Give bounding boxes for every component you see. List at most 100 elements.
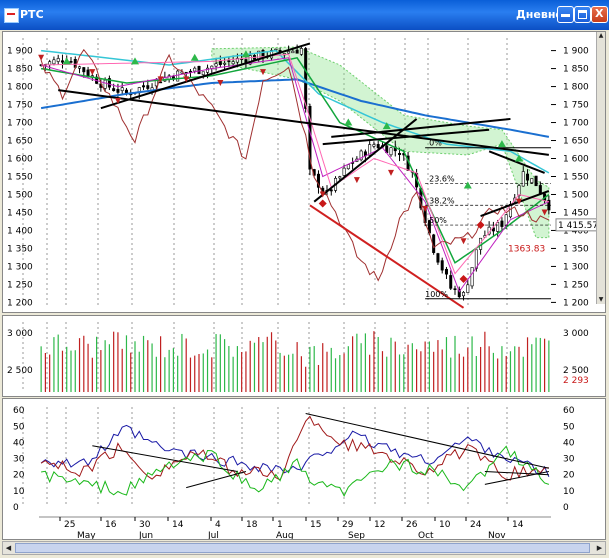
date-day-label: 26: [406, 520, 418, 530]
price-candle: [142, 85, 146, 88]
price-tick-right: 1 700: [563, 119, 589, 129]
price-chart[interactable]: 1 900 1 900 1 850 1 850 1 800 1 800 1 750 1 750…: [3, 32, 606, 313]
price-candle: [295, 49, 299, 54]
price-candle: [530, 178, 534, 183]
time-scrollbar[interactable]: ◀ ▶: [2, 541, 606, 555]
osc-trendline: [186, 471, 247, 489]
date-month-label: Oct: [418, 531, 434, 540]
date-day-label: 18: [246, 520, 258, 530]
scroll-left-icon[interactable]: ◀: [5, 544, 12, 552]
date-month-label: Nov: [488, 531, 506, 540]
price-tick-left: 1 850: [7, 65, 33, 75]
price-candle: [316, 173, 320, 188]
cyan-ma-line: [41, 49, 550, 174]
buy-signal-marker: [241, 50, 250, 58]
price-tick-left: 1 350: [7, 244, 33, 254]
resistance-trendline: [58, 89, 549, 156]
price-candle: [470, 267, 474, 287]
sell-signal-marker: [516, 198, 522, 205]
date-month-label: Jun: [138, 531, 153, 540]
osc-tick-right: 40: [563, 438, 575, 448]
scroll-up-icon[interactable]: ▲: [598, 32, 604, 39]
pivot-diamond-marker: [476, 221, 485, 230]
date-day-label: 14: [512, 520, 524, 530]
fibo-level-100-label: 100%: [425, 290, 448, 299]
date-day-label: 30: [139, 520, 151, 530]
price-tick-left: 1 400: [7, 226, 33, 236]
sell-signal-marker: [460, 238, 467, 245]
nov-resistance-trendline: [488, 150, 545, 174]
osc-tick-right: 20: [563, 471, 575, 481]
price-candle: [444, 268, 448, 275]
osc-tick-left: 0: [13, 503, 19, 513]
price-tick-right: 1 250: [563, 280, 589, 290]
pivot-diamond-marker: [459, 275, 468, 284]
scroll-down-icon[interactable]: ▼: [598, 296, 604, 303]
price-candle: [466, 284, 470, 293]
date-day-label: 14: [172, 520, 184, 530]
buy-signal-marker: [131, 57, 139, 65]
price-candle: [398, 152, 402, 155]
sell-signal-marker: [388, 169, 394, 176]
oscillator-chart[interactable]: 60 60 50 50 40 40 30 30 20 20 10 10 0 0 25 16 30 14 4 18 1 15…: [3, 399, 606, 540]
volume-tick-left: 2 500: [7, 366, 33, 376]
price-tick-right: 1 450: [563, 208, 589, 218]
maximize-icon: [578, 10, 587, 19]
last-price-label: 1 415.57: [558, 221, 598, 231]
close-button[interactable]: X: [591, 6, 608, 23]
channel-support-trendline: [100, 42, 311, 110]
price-tick-left: 1 550: [7, 172, 33, 182]
price-tick-left: 1 650: [7, 137, 33, 147]
scroll-right-icon[interactable]: ▶: [596, 544, 603, 552]
date-day-label: 1: [277, 520, 283, 530]
buy-signal-marker: [62, 57, 71, 65]
price-candle: [248, 55, 252, 65]
minimize-button[interactable]: [557, 6, 574, 23]
price-candle: [227, 60, 231, 63]
osc-tick-left: 60: [13, 406, 25, 416]
sell-signal-marker: [541, 209, 548, 216]
price-tick-right: 1 800: [563, 83, 589, 93]
price-candle: [201, 71, 205, 76]
autumn-upper-trendline: [331, 117, 511, 138]
price-candle: [517, 185, 521, 197]
price-scrollbar[interactable]: ▲ ▼: [596, 32, 605, 304]
price-candle: [496, 222, 500, 232]
time-scroll-thumb[interactable]: [15, 543, 590, 553]
date-day-label: 16: [105, 520, 117, 530]
price-candle: [389, 147, 393, 156]
osc-tick-right: 0: [563, 503, 569, 513]
adx-line: [40, 424, 550, 477]
oscillating-red-line: [40, 48, 550, 282]
price-candle: [521, 171, 525, 187]
target-price-label: 1363.83: [508, 244, 545, 254]
price-candle: [235, 58, 239, 63]
aug-upper-trendline: [322, 128, 490, 146]
volume-panel[interactable]: 3 000 3 000 2 500 2 500 2 293: [2, 315, 606, 397]
osc-tick-right: 10: [563, 487, 575, 497]
oscillator-panel[interactable]: 60 60 50 50 40 40 30 30 20 20 10 10 0 0 25 16 30 14 4 18 1 15…: [2, 398, 606, 540]
price-panel[interactable]: 1 900 1 900 1 850 1 850 1 800 1 800 1 750 1 750…: [2, 31, 606, 313]
price-tick-left: 1 800: [7, 83, 33, 93]
price-candle: [56, 58, 60, 62]
sell-signal-marker: [114, 97, 121, 104]
osc-tick-left: 10: [13, 487, 25, 497]
maximize-button[interactable]: [574, 6, 591, 23]
fibo-level-0-label: 0%: [429, 139, 442, 148]
window-titlebar: РТС Дневной X: [0, 0, 609, 30]
price-candle: [116, 89, 120, 93]
price-tick-left: 1 200: [7, 298, 33, 308]
price-candle: [82, 67, 86, 73]
volume-tick-left: 3 000: [7, 329, 33, 339]
buy-signal-marker: [190, 53, 199, 61]
osc-trendline: [484, 471, 549, 476]
date-day-label: 10: [439, 520, 451, 530]
price-candle: [342, 167, 346, 176]
price-candle: [291, 50, 295, 54]
price-candle: [287, 51, 291, 54]
plus-di-line: [40, 415, 549, 481]
price-tick-right: 1 400: [563, 226, 589, 236]
price-tick-right: 1 900: [563, 47, 589, 57]
price-candle: [359, 150, 363, 161]
